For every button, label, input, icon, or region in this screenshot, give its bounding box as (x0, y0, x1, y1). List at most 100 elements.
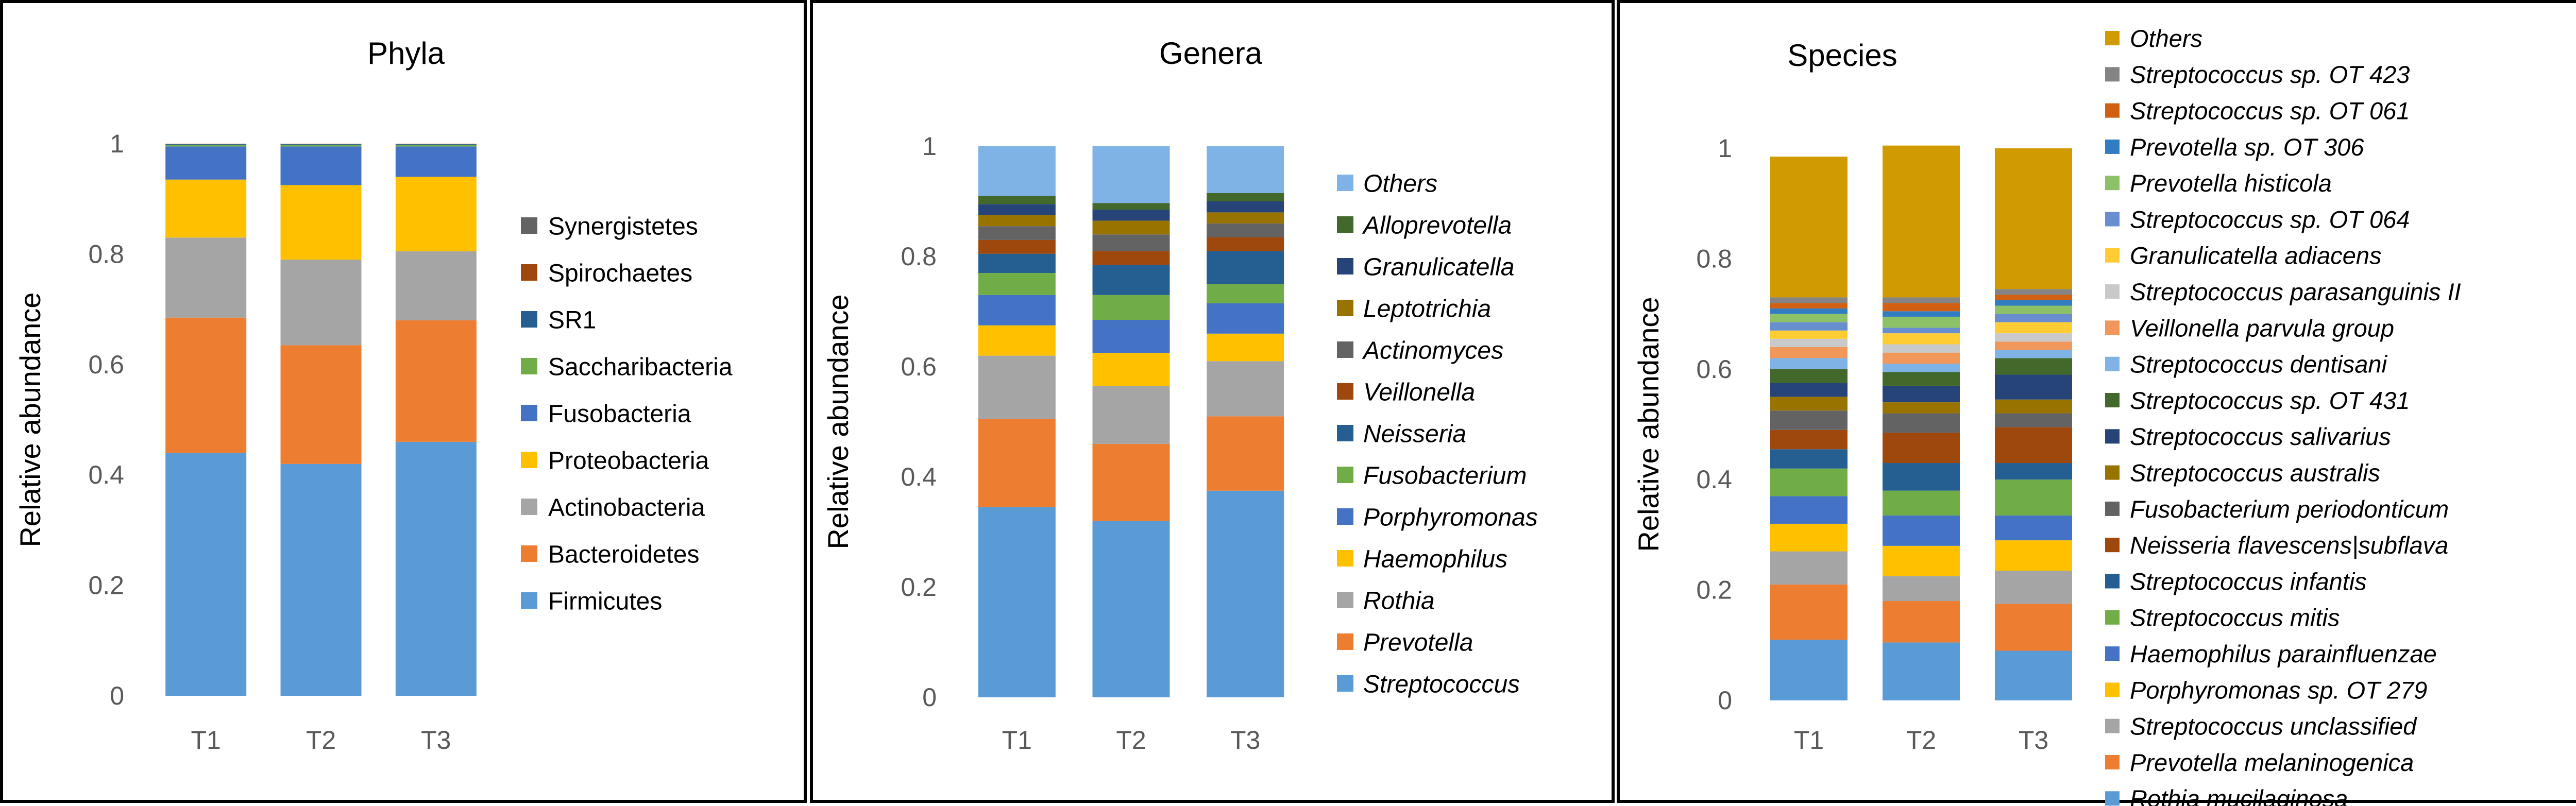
bar-t2-actinomyces (1092, 234, 1170, 251)
bar-t2-streptococcus-salivarius (1883, 385, 1960, 403)
legend-swatch-streptococcus-infantis (2105, 574, 2120, 589)
bar-t2-leptotrichia (1092, 220, 1170, 235)
bar-t1-leptotrichia (978, 215, 1056, 227)
y-axis-label: Relative abundance (1632, 297, 1665, 552)
y-tick-label: 1 (110, 129, 124, 158)
legend-swatch-actinobacteria (521, 499, 537, 515)
genera-chart-panel: Genera Relative abundance 0 0.2 0.4 0.6 0.8 1 T1… (810, 0, 1615, 803)
y-tick-label: 0.2 (901, 573, 937, 602)
bar-t3-streptococcus-parasanguinis-ii (1995, 333, 2072, 342)
bar-t3-actinobacteria (395, 251, 477, 321)
bar-t1-others (1770, 157, 1848, 298)
bar-t2-streptococcus-dentisani (1883, 364, 1960, 372)
bar-t3-firmicutes (395, 441, 477, 696)
legend-label-veillonella-parvula-group: Veillonella parvula group (2130, 314, 2394, 341)
bar-t3-streptococcus-sp-ot-431 (1995, 358, 2072, 375)
bar-t3-neisseria-flavescens-subflava (1995, 427, 2072, 464)
bar-t2-porphyromonas-sp-ot-279 (1883, 545, 1960, 576)
bar-t1-porphyromonas-sp-ot-279 (1770, 523, 1848, 552)
bar-t1-bacteroidetes (165, 317, 247, 453)
legend-swatch-actinomyces (1337, 341, 1353, 358)
legend-swatch-veillonella (1337, 383, 1353, 400)
genera-chart: Genera Relative abundance 0 0.2 0.4 0.6 0.8 1 T1… (822, 36, 1538, 754)
legend-swatch-prevotella-histicola (2105, 176, 2120, 191)
legend-swatch-streptococcus-australis (2105, 465, 2120, 480)
bar-t2-prevotella-sp-ot-306 (1883, 311, 1960, 317)
bar-t3-granulicatella (1207, 201, 1284, 213)
legend-swatch-fusobacterium (1337, 467, 1353, 483)
bar-t1-streptococcus-sp-ot-431 (1770, 369, 1848, 383)
bar-t3-neisseria (1207, 251, 1284, 284)
legend-swatch-porphyromonas (1337, 508, 1353, 525)
legend-label-streptococcus-parasanguinis-ii: Streptococcus parasanguinis II (2130, 278, 2461, 305)
legend-label-porphyromonas: Porphyromonas (1363, 504, 1538, 531)
bar-t3-streptococcus-unclassified (1995, 571, 2072, 604)
bar-t1-rothia (978, 355, 1056, 419)
bar-t2-granulicatella (1092, 210, 1170, 221)
bar-t2-saccharibacteria (280, 145, 362, 147)
bar-t1-veillonella-parvula-group (1770, 347, 1848, 358)
bar-t2-prevotella-histicola (1883, 316, 1960, 328)
legend-label-bacteroidetes: Bacteroidetes (548, 541, 700, 568)
bar-t1-veillonella (978, 239, 1056, 254)
bar-t1-porphyromonas (978, 295, 1056, 325)
bar-t1-streptococcus-salivarius (1770, 383, 1848, 397)
legend-swatch-streptococcus-mitis (2105, 610, 2120, 625)
legend-label-sr1: SR1 (548, 306, 596, 334)
legend-label-veillonella: Veillonella (1363, 379, 1475, 406)
legend-swatch-porphyromonas-sp-ot-279 (2105, 682, 2120, 697)
x-tick-label-t2: T2 (306, 726, 336, 754)
legend-swatch-prevotella-sp-ot-306 (2105, 139, 2120, 154)
legend-label-others: Others (2130, 25, 2202, 52)
bar-t2-streptococcus-unclassified (1883, 576, 1960, 602)
y-tick-label: 0.2 (1696, 576, 1732, 605)
legend-label-prevotella: Prevotella (1363, 629, 1473, 656)
legend-label-neisseria: Neisseria (1363, 420, 1466, 448)
legend-label-granulicatella: Granulicatella (1363, 253, 1514, 281)
legend-swatch-alloprevotella (1337, 216, 1353, 233)
x-tick-label-t3: T3 (1230, 726, 1260, 754)
legend-label-others: Others (1363, 170, 1437, 197)
bar-t3-porphyromonas (1207, 303, 1284, 334)
bar-t2-rothia (1092, 386, 1170, 444)
legend-swatch-bacteroidetes (521, 545, 537, 562)
bar-t3-leptotrichia (1207, 212, 1284, 224)
legend-label-firmicutes: Firmicutes (548, 588, 662, 615)
legend-label-fusobacterium: Fusobacterium (1363, 462, 1527, 489)
legend-swatch-streptococcus-sp-ot-423 (2105, 67, 2120, 82)
x-tick-label-t2: T2 (1906, 726, 1936, 754)
bar-t3-prevotella-histicola (1995, 305, 2072, 314)
x-tick-label-t2: T2 (1116, 726, 1146, 754)
x-tick-label-t3: T3 (2019, 726, 2048, 754)
y-tick-label: 0.4 (901, 462, 937, 491)
legend-swatch-streptococcus-sp-ot-064 (2105, 212, 2120, 227)
y-tick-label: 0.4 (88, 460, 124, 489)
bar-t2-fusobacterium (1092, 295, 1170, 320)
bar-t3-rothia (1207, 361, 1284, 417)
legend-label-fusobacteria: Fusobacteria (548, 400, 691, 427)
bar-t2-neisseria (1092, 265, 1170, 295)
bar-t3-bacteroidetes (395, 320, 477, 442)
legend-label-streptococcus-unclassified: Streptococcus unclassified (2130, 713, 2417, 740)
bar-t1-streptococcus-sp-ot-061 (1770, 303, 1848, 308)
bar-t2-haemophilus-parainfluenzae (1883, 515, 1960, 546)
bar-t2-alloprevotella (1092, 203, 1170, 210)
legend-label-streptococcus-sp-ot-431: Streptococcus sp. OT 431 (2130, 387, 2410, 414)
legend-swatch-saccharibacteria (521, 358, 537, 374)
bar-t3-prevotella-melaninogenica (1995, 604, 2072, 651)
bar-t3-streptococcus-sp-ot-423 (1995, 289, 2072, 295)
bar-t1-haemophilus (978, 325, 1056, 356)
bar-t1-streptococcus-sp-ot-064 (1770, 322, 1848, 331)
y-tick-label: 0 (922, 683, 937, 712)
bar-t2-granulicatella-adiacens (1883, 333, 1960, 345)
bar-t2-veillonella (1092, 251, 1170, 265)
legend-label-rothia-mucilaginosa: Rothia mucilaginosa (2130, 785, 2348, 806)
bar-t2-firmicutes (280, 464, 362, 696)
bar-t1-prevotella-melaninogenica (1770, 584, 1848, 640)
y-tick-label: 0.6 (88, 350, 124, 379)
bar-t3-streptococcus (1207, 490, 1284, 697)
bar-t3-granulicatella-adiacens (1995, 322, 2072, 334)
bar-t3-haemophilus (1207, 333, 1284, 362)
legend-label-haemophilus-parainfluenzae: Haemophilus parainfluenzae (2130, 640, 2437, 667)
bar-t1-proteobacteria (165, 179, 247, 238)
